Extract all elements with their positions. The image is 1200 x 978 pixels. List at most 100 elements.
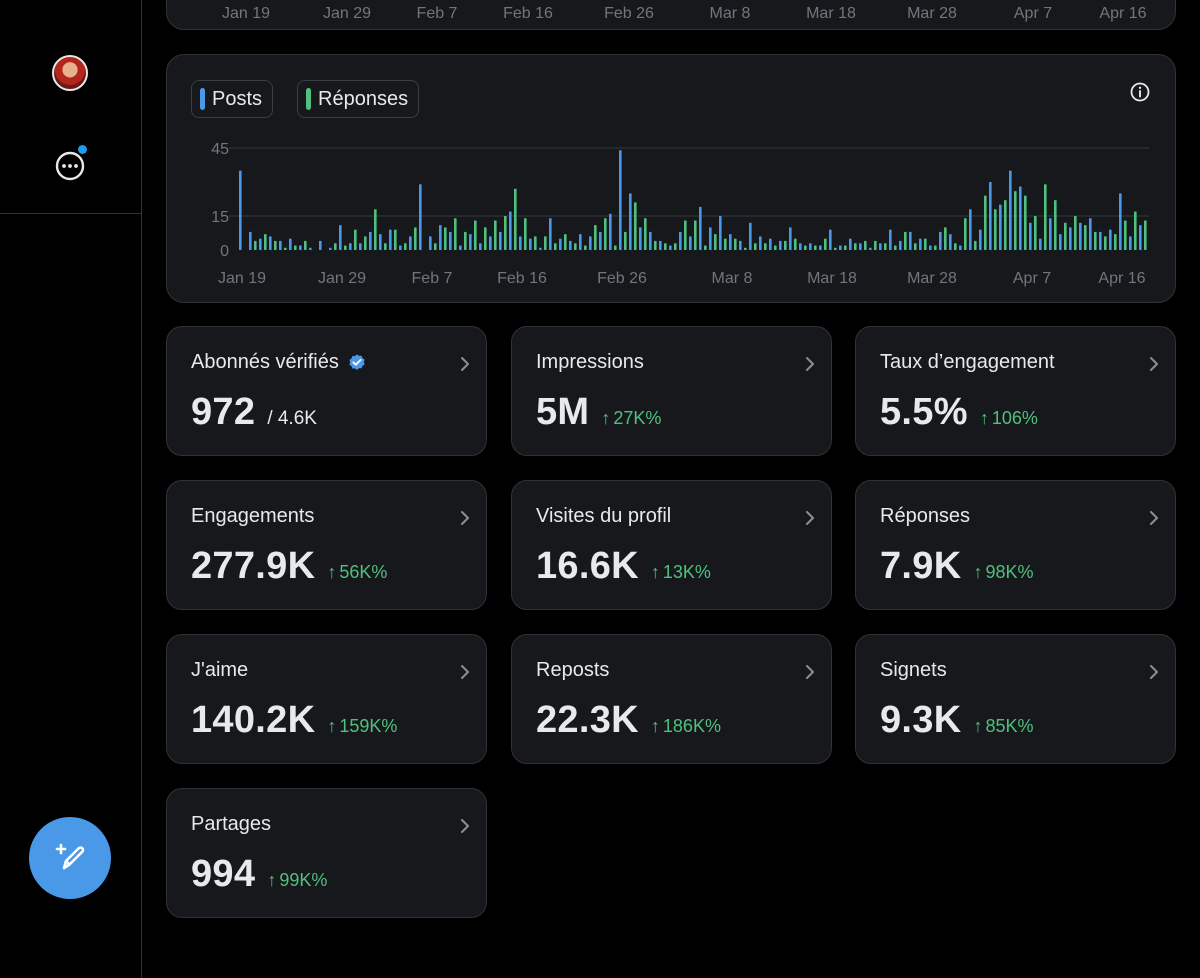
- metric-change: ↑ 99K%: [267, 870, 327, 891]
- bar-replies: [474, 220, 477, 250]
- bar-posts: [719, 216, 722, 250]
- bar-replies: [874, 240, 877, 250]
- bar-replies: [1134, 211, 1137, 250]
- metric-change-value: 85K%: [985, 716, 1034, 736]
- bar-replies: [964, 218, 967, 250]
- metric-label-text: Signets: [880, 659, 947, 681]
- x-tick-label: Apr 7: [1013, 270, 1051, 287]
- metric-change-value: 98K%: [985, 562, 1034, 582]
- metric-label: Partages: [191, 813, 271, 836]
- chevron-right-icon: [806, 665, 814, 679]
- bar-replies: [284, 247, 287, 250]
- bar-posts: [909, 231, 912, 250]
- bar-replies: [364, 236, 367, 250]
- bar-posts: [959, 245, 962, 250]
- bar-posts: [919, 238, 922, 250]
- bar-replies: [1074, 216, 1077, 250]
- bar-replies: [854, 243, 857, 250]
- bar-replies: [804, 245, 807, 250]
- bar-replies: [494, 220, 497, 250]
- bar-replies: [524, 218, 527, 250]
- previous-chart-x-tick: Jan 19: [221, 5, 271, 22]
- metric-card[interactable]: Partages 994 ↑ 99K%: [166, 788, 487, 918]
- bar-posts: [679, 231, 682, 250]
- chevron-right-icon: [806, 511, 814, 525]
- metric-card[interactable]: Taux d’engagement 5.5% ↑ 106%: [855, 326, 1176, 456]
- previous-chart-x-tick: Feb 7: [416, 5, 458, 22]
- bar-posts: [309, 247, 312, 250]
- metric-card[interactable]: Réponses 7.9K ↑ 98K%: [855, 480, 1176, 610]
- metric-value-row: 5M ↑ 27K%: [536, 391, 661, 434]
- bar-replies: [1054, 200, 1057, 250]
- bar-posts: [839, 245, 842, 250]
- metric-label: Impressions: [536, 351, 644, 374]
- metric-change: ↑ 186K%: [651, 716, 721, 737]
- bar-posts: [389, 229, 392, 250]
- previous-chart-x-tick: Feb 26: [604, 5, 654, 22]
- bar-replies: [704, 245, 707, 250]
- bar-replies: [564, 234, 567, 250]
- metric-label-text: Impressions: [536, 351, 644, 373]
- bar-replies: [1124, 220, 1127, 250]
- bar-replies: [624, 231, 627, 250]
- previous-chart-card: Jan 19 Jan 29 Feb 7 Feb 16 Feb 26 Mar 8 Mar 18…: [166, 0, 1176, 30]
- avatar[interactable]: [52, 55, 88, 91]
- metric-change: ↑ 27K%: [601, 408, 661, 429]
- bar-posts: [419, 184, 422, 250]
- legend-replies[interactable]: Réponses: [297, 80, 420, 118]
- bar-posts: [759, 236, 762, 250]
- metric-label-text: Réponses: [880, 505, 971, 527]
- legend-posts[interactable]: Posts: [191, 80, 274, 118]
- left-rail: [0, 0, 142, 978]
- bar-posts: [779, 240, 782, 250]
- bar-posts: [819, 245, 822, 250]
- bar-replies: [294, 245, 297, 250]
- bar-replies: [994, 209, 997, 250]
- previous-chart-x-tick: Mar 18: [806, 5, 856, 22]
- metric-value-row: 140.2K ↑ 159K%: [191, 699, 397, 742]
- bar-posts: [1049, 218, 1052, 250]
- metric-value: 9.3K: [880, 699, 962, 741]
- metric-card[interactable]: Reposts 22.3K ↑ 186K%: [511, 634, 832, 764]
- metric-label-text: Visites du profil: [536, 505, 672, 527]
- bar-posts: [1069, 227, 1072, 250]
- bar-posts: [489, 236, 492, 250]
- info-icon[interactable]: [1129, 81, 1151, 103]
- bar-replies: [1044, 184, 1047, 250]
- metric-value-row: 16.6K ↑ 13K%: [536, 545, 711, 588]
- metric-card[interactable]: Visites du profil 16.6K ↑ 13K%: [511, 480, 832, 610]
- bar-posts: [1109, 229, 1112, 250]
- bar-replies: [764, 243, 767, 250]
- metric-card[interactable]: Impressions 5M ↑ 27K%: [511, 326, 832, 456]
- metric-card[interactable]: Signets 9.3K ↑ 85K%: [855, 634, 1176, 764]
- metric-secondary: / 4.6K: [267, 408, 317, 429]
- bar-replies: [344, 245, 347, 250]
- bar-replies: [334, 243, 337, 250]
- bar-posts: [539, 247, 542, 250]
- bar-posts: [1099, 231, 1102, 250]
- previous-chart-x-tick: Mar 8: [709, 5, 751, 22]
- bar-replies: [464, 231, 467, 250]
- y-tick-label: 0: [220, 243, 229, 260]
- bar-posts: [999, 204, 1002, 250]
- bar-replies: [984, 195, 987, 250]
- y-tick-label: 45: [211, 141, 229, 158]
- bar-posts: [279, 240, 282, 250]
- metric-label: Reposts: [536, 659, 609, 682]
- x-tick-label: Feb 7: [412, 270, 453, 287]
- bar-replies: [394, 229, 397, 250]
- metric-card[interactable]: Abonnés vérifiés 972 / 4.6K: [166, 326, 487, 456]
- bar-posts: [609, 213, 612, 250]
- bar-replies: [544, 236, 547, 250]
- compose-button[interactable]: [29, 817, 111, 899]
- bar-replies: [574, 243, 577, 250]
- metric-change: ↑ 56K%: [327, 562, 387, 583]
- metric-card[interactable]: J'aime 140.2K ↑ 159K%: [166, 634, 487, 764]
- bar-replies: [654, 240, 657, 250]
- metric-label: J'aime: [191, 659, 248, 682]
- metric-card[interactable]: Engagements 277.9K ↑ 56K%: [166, 480, 487, 610]
- more-icon[interactable]: [54, 150, 86, 182]
- bar-posts: [429, 236, 432, 250]
- bar-posts: [749, 222, 752, 250]
- metric-value: 140.2K: [191, 699, 316, 741]
